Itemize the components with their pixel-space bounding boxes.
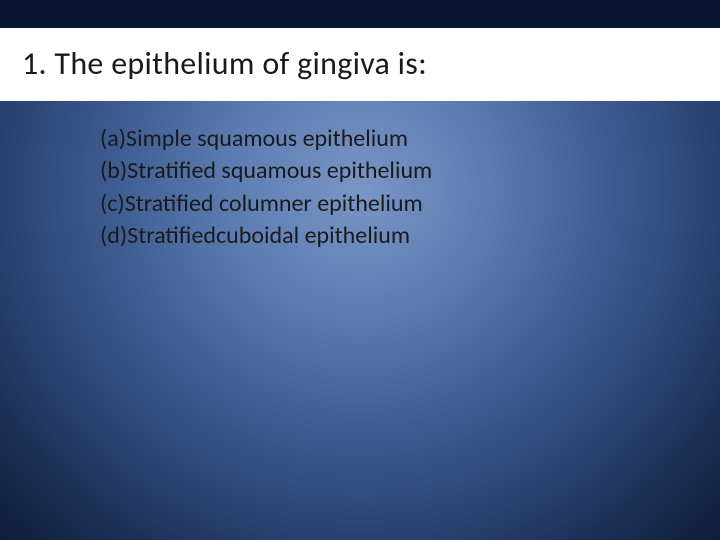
options-list: (a)Simple squamous epithelium (b)Stratif… [100,123,720,253]
option-d: (d)Stratifiedcuboidal epithelium [100,220,720,252]
option-c: (c)Stratified columner epithelium [100,188,720,220]
top-bar [0,0,720,28]
title-box: 1. The epithelium of gingiva is: [0,28,720,101]
question-title: 1. The epithelium of gingiva is: [22,44,698,83]
option-b: (b)Stratified squamous epithelium [100,155,720,187]
option-a: (a)Simple squamous epithelium [100,123,720,155]
